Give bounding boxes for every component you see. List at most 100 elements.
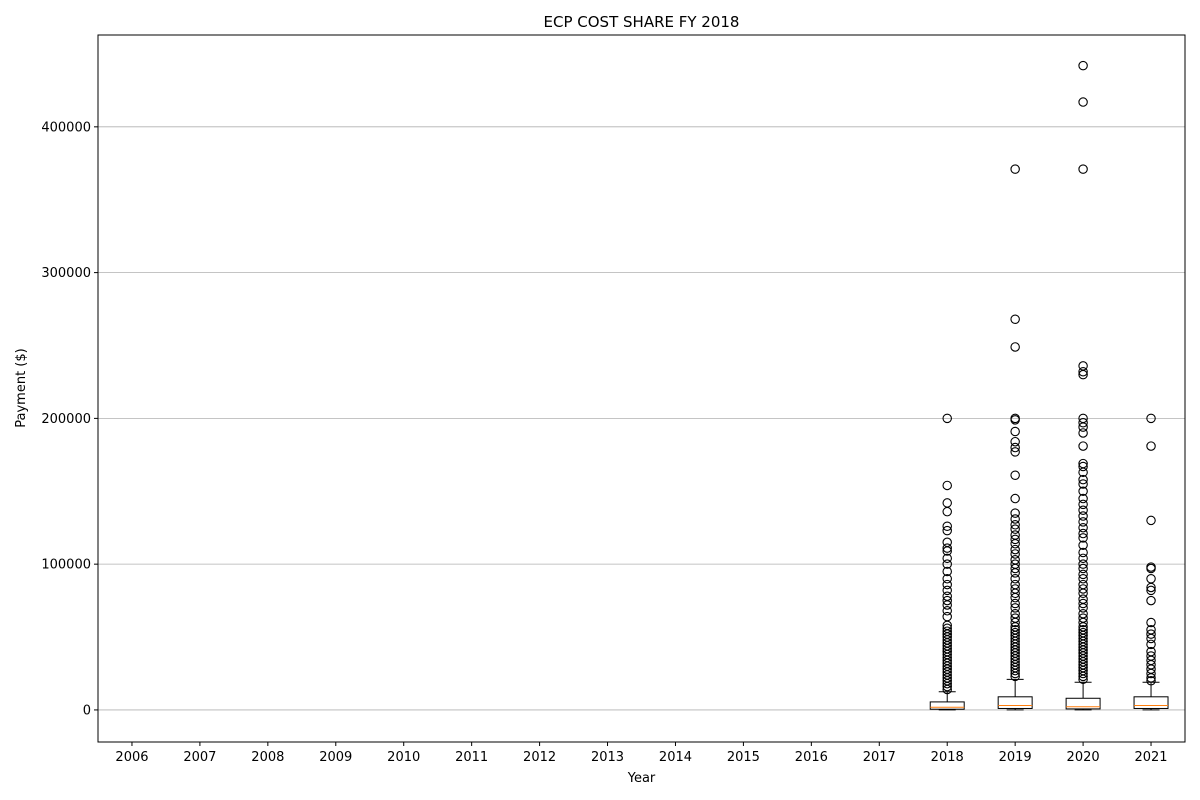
outlier-point [942, 573, 952, 584]
x-tick-label: 2007 [183, 750, 216, 765]
outlier-point [1010, 603, 1020, 613]
outlier-point [1078, 540, 1088, 550]
outlier-point [1010, 544, 1020, 555]
outlier-point [1010, 436, 1020, 447]
x-tick-label: 2012 [523, 750, 556, 765]
outlier-point [1010, 625, 1020, 635]
outlier-point [1146, 625, 1156, 635]
outlier-point [1078, 493, 1088, 504]
y-tick-label: 400000 [41, 120, 91, 135]
outlier-point [1078, 441, 1088, 451]
iqr-box [929, 701, 965, 710]
outlier-point [1078, 361, 1088, 371]
outlier-point [1010, 342, 1020, 352]
outlier-point [1078, 474, 1088, 485]
outlier-point [942, 506, 952, 517]
outlier-point [942, 413, 952, 424]
outlier-point [1010, 608, 1020, 619]
outlier-point [1010, 524, 1020, 534]
outlier-point [1146, 617, 1156, 628]
chart-title: ECP COST SHARE FY 2018 [544, 13, 740, 31]
outlier-point [1010, 442, 1020, 453]
y-axis-label: Payment ($) [14, 348, 29, 427]
x-tick-label: 2021 [1134, 750, 1167, 765]
outlier-point [1010, 530, 1020, 540]
outlier-point [1146, 573, 1156, 584]
x-tick-label: 2020 [1067, 750, 1100, 765]
outlier-point [1010, 598, 1020, 609]
outlier-point [942, 591, 952, 601]
outlier-point [942, 498, 952, 508]
outlier-point [942, 480, 952, 491]
outlier-point [1078, 97, 1088, 107]
outlier-point [1078, 499, 1088, 510]
outlier-point [1078, 522, 1088, 533]
outlier-point [1010, 508, 1020, 518]
outlier-point [1078, 418, 1088, 428]
outlier-point [942, 611, 952, 622]
x-axis: 2006 2007 2008 2009 2010 2011 2012 2013 2014 2015… [115, 742, 1168, 765]
y-tick-label: 200000 [41, 412, 91, 427]
x-tick-label: 2018 [931, 750, 964, 765]
outlier-point [1078, 486, 1088, 497]
outlier-point [942, 606, 952, 616]
outlier-point [1146, 515, 1156, 526]
outlier-point [1078, 569, 1088, 580]
x-tick-label: 2017 [863, 750, 896, 765]
y-tick-label: 300000 [41, 266, 91, 281]
outlier-point [1146, 676, 1156, 686]
plot-frame [97, 34, 1186, 743]
outlier-point [942, 595, 952, 606]
x-tick-label: 2006 [115, 750, 148, 765]
outlier-point [1078, 479, 1088, 489]
outlier-point [1078, 627, 1088, 638]
outlier-point [1078, 428, 1088, 438]
outlier-point [1146, 651, 1156, 661]
outlier-point [942, 525, 952, 536]
outlier-point [1078, 598, 1088, 609]
outlier-point [942, 543, 952, 553]
y-tick-label: 0 [83, 703, 91, 718]
outlier-point [1078, 573, 1088, 584]
outlier-point [942, 521, 952, 532]
outlier-point [1078, 553, 1088, 564]
outlier-point [1010, 493, 1020, 504]
x-tick-label: 2014 [659, 750, 692, 765]
outlier-point [1078, 613, 1088, 623]
outlier-point [1010, 613, 1020, 623]
box-2018 [929, 413, 965, 711]
outlier-point [1146, 639, 1156, 650]
outlier-point [942, 566, 952, 577]
outlier-point [942, 559, 952, 569]
outlier-point [1010, 426, 1020, 437]
outlier-point [1078, 461, 1088, 472]
outlier-point [1078, 517, 1088, 527]
gridlines [98, 126, 1185, 711]
outlier-point [1010, 584, 1020, 594]
outlier-point [1010, 164, 1020, 174]
x-tick-label: 2013 [591, 750, 624, 765]
outlier-point [1010, 534, 1020, 545]
outlier-point [1146, 646, 1156, 657]
outlier-point [1146, 413, 1156, 424]
y-tick-label: 100000 [41, 558, 91, 573]
outlier-point [1078, 458, 1088, 469]
box-2021 [1133, 413, 1169, 711]
outlier-point [1010, 559, 1020, 569]
outlier-point [1010, 573, 1020, 584]
x-tick-label: 2008 [251, 750, 284, 765]
x-axis-label: Year [627, 771, 656, 786]
outlier-point [1010, 627, 1020, 638]
iqr-box [1065, 697, 1101, 710]
outlier-point [1010, 447, 1020, 457]
outlier-point [1078, 511, 1088, 521]
outlier-point [1078, 594, 1088, 604]
iqr-box [1133, 696, 1169, 709]
outlier-point [1010, 514, 1020, 524]
outlier-point [942, 626, 952, 636]
outlier-point [1078, 584, 1088, 594]
x-tick-label: 2009 [319, 750, 352, 765]
outlier-point [1078, 625, 1088, 635]
box-2020 [1065, 60, 1101, 711]
outlier-point [1146, 585, 1156, 596]
